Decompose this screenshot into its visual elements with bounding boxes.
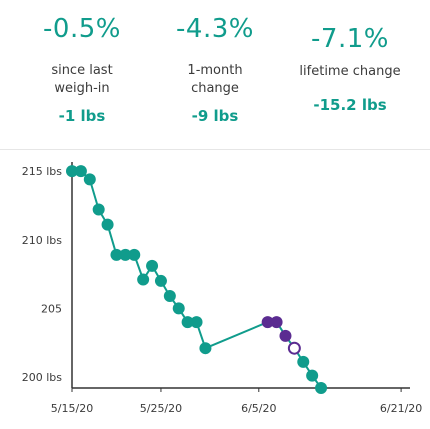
stat-description-line-1: lifetime change	[299, 64, 401, 79]
stat-percent: -4.3%	[176, 14, 254, 44]
x-tick-label: 6/21/20	[380, 402, 422, 415]
data-point	[137, 273, 150, 286]
stat-lbs: -15.2 lbs	[313, 96, 387, 114]
data-point	[297, 355, 310, 368]
highlighted-data-point	[279, 329, 292, 342]
data-point	[306, 369, 319, 382]
data-point	[128, 248, 141, 261]
stat-description-line-2: weigh-in	[54, 81, 110, 96]
open-data-point	[287, 341, 301, 355]
stat-description: since last weigh-in	[22, 62, 142, 98]
stat-description-line-2: change	[191, 81, 239, 96]
data-point	[146, 259, 159, 272]
y-tick-label: 205	[41, 302, 62, 315]
data-point	[199, 342, 212, 355]
y-tick-label: 210 lbs	[22, 234, 63, 247]
y-tick-label: 200 lbs	[22, 371, 63, 384]
chart-line	[72, 170, 322, 389]
data-point	[154, 274, 167, 287]
highlighted-data-point	[261, 316, 274, 329]
highlighted-data-point	[270, 316, 283, 329]
data-point	[315, 382, 328, 394]
stat-lbs: -1 lbs	[58, 107, 106, 125]
data-point	[74, 165, 87, 178]
stat-description-line-1: 1-month	[187, 63, 243, 78]
stat-percent: -0.5%	[43, 14, 121, 44]
stat-lbs: -9 lbs	[191, 107, 239, 125]
x-tick-label: 5/15/20	[51, 402, 93, 415]
x-tick-label: 5/25/20	[140, 402, 182, 415]
chart-points	[66, 165, 328, 394]
chart-ticks: 215 lbs 210 lbs 205 200 lbs 5/15/20 5/25/20 6/…	[22, 165, 423, 415]
stat-description: lifetime change	[285, 63, 415, 81]
data-point	[181, 316, 194, 329]
data-point	[190, 316, 203, 329]
data-point	[92, 203, 105, 216]
stat-percent: -7.1%	[311, 24, 389, 54]
chart-axes	[71, 162, 410, 389]
stats-panel: -0.5% since last weigh-in -1 lbs -4.3% 1…	[0, 0, 430, 140]
stat-description-line-1: since last	[51, 63, 113, 78]
data-point	[119, 248, 132, 261]
data-point	[172, 302, 185, 315]
data-point	[66, 165, 78, 178]
y-tick-label: 215 lbs	[22, 165, 63, 178]
data-point	[163, 290, 176, 303]
data-point	[101, 218, 114, 231]
data-point	[83, 173, 96, 186]
data-point	[110, 248, 123, 261]
weight-series-line	[72, 170, 322, 389]
x-tick-label: 6/5/20	[241, 402, 276, 415]
stat-description: 1-month change	[155, 62, 275, 98]
section-divider	[0, 149, 430, 150]
